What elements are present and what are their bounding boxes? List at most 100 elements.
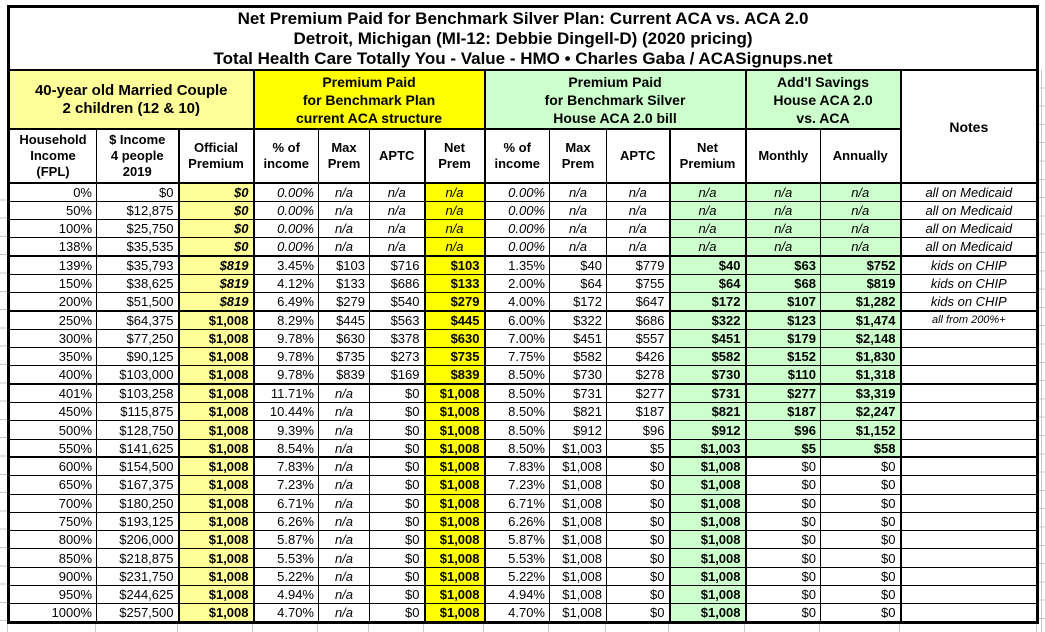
cell-annually[interactable]: $0 (820, 456, 901, 477)
cell-aca-aptc[interactable]: $0 (369, 475, 425, 495)
cell-aca-pct[interactable]: 4.70% (252, 603, 319, 623)
cell-aca2-max[interactable]: n/a (549, 237, 607, 258)
cell-notes[interactable] (899, 456, 1039, 477)
cell-aca2-aptc[interactable]: n/a (606, 200, 670, 221)
cell-fpl[interactable]: 800% (8, 530, 97, 550)
cell-income[interactable]: $141,625 (96, 438, 179, 459)
cell-aca-aptc[interactable]: $0 (369, 456, 425, 477)
cell-aca2-aptc[interactable]: $0 (606, 493, 670, 513)
col-header-aca2-net-premium[interactable]: Net Premium (668, 128, 746, 184)
cell-aca-aptc[interactable]: $0 (369, 548, 425, 568)
cell-aca-pct[interactable]: 4.12% (252, 273, 319, 294)
cell-aca-max[interactable]: n/a (318, 530, 370, 550)
cell-monthly[interactable]: n/a (744, 200, 821, 221)
cell-annually[interactable]: $2,148 (820, 328, 901, 349)
cell-aca-max[interactable]: n/a (318, 475, 370, 495)
cell-aca2-max[interactable]: $1,008 (549, 511, 607, 532)
cell-aca-aptc[interactable]: $273 (369, 347, 425, 367)
cell-fpl[interactable]: 150% (8, 273, 97, 294)
cell-monthly[interactable]: $0 (744, 585, 821, 605)
cell-aca-max[interactable]: n/a (318, 456, 370, 477)
cell-monthly[interactable]: $68 (744, 273, 821, 294)
cell-aca-aptc[interactable]: n/a (369, 219, 425, 239)
cell-aca2-net[interactable]: $1,008 (668, 530, 746, 550)
cell-aca2-max[interactable]: $1,008 (549, 456, 607, 477)
cell-official[interactable]: $0 (177, 182, 254, 202)
cell-income[interactable]: $38,625 (96, 273, 179, 294)
group-header-household[interactable]: 40-year old Married Couple 2 children (1… (8, 69, 254, 130)
cell-fpl[interactable]: 650% (8, 475, 97, 495)
cell-aca-net[interactable]: $1,008 (423, 383, 485, 404)
cell-notes[interactable] (899, 365, 1039, 386)
cell-monthly[interactable]: $0 (744, 511, 821, 532)
cell-official[interactable]: $1,008 (177, 585, 254, 605)
cell-aca2-pct[interactable]: 5.53% (483, 548, 550, 568)
cell-notes[interactable]: all on Medicaid (899, 237, 1039, 258)
cell-notes[interactable] (899, 420, 1039, 440)
cell-aca-aptc[interactable]: $563 (369, 310, 425, 330)
cell-notes[interactable]: all from 200%+ (899, 310, 1039, 330)
cell-aca-net[interactable]: $1,008 (423, 548, 485, 568)
cell-notes[interactable] (899, 548, 1039, 568)
cell-monthly[interactable]: $63 (744, 255, 821, 275)
cell-aca-net[interactable]: $1,008 (423, 438, 485, 459)
cell-notes[interactable] (899, 603, 1039, 623)
cell-income[interactable]: $90,125 (96, 347, 179, 367)
col-header-income[interactable]: $ Income 4 people 2019 (96, 128, 179, 184)
cell-aca-pct[interactable]: 7.23% (252, 475, 319, 495)
cell-fpl[interactable]: 100% (8, 219, 97, 239)
cell-aca2-net[interactable]: $451 (668, 328, 746, 349)
cell-aca-net[interactable]: $103 (423, 255, 485, 275)
cell-aca2-pct[interactable]: 8.50% (483, 365, 550, 386)
cell-aca2-aptc[interactable]: $557 (606, 328, 670, 349)
cell-fpl[interactable]: 401% (8, 383, 97, 404)
cell-fpl[interactable]: 50% (8, 200, 97, 221)
cell-monthly[interactable]: $152 (744, 347, 821, 367)
cell-aca2-pct[interactable]: 5.22% (483, 566, 550, 587)
cell-fpl[interactable]: 750% (8, 511, 97, 532)
cell-aca-pct[interactable]: 0.00% (252, 219, 319, 239)
cell-aca2-pct[interactable]: 6.00% (483, 310, 550, 330)
cell-aca-aptc[interactable]: $686 (369, 273, 425, 294)
cell-monthly[interactable]: $179 (744, 328, 821, 349)
cell-aca2-aptc[interactable]: $0 (606, 603, 670, 623)
cell-aca-aptc[interactable]: $0 (369, 383, 425, 404)
cell-aca-aptc[interactable]: n/a (369, 182, 425, 202)
cell-fpl[interactable]: 950% (8, 585, 97, 605)
cell-income[interactable]: $257,500 (96, 603, 179, 623)
cell-monthly[interactable]: $0 (744, 548, 821, 568)
cell-aca2-net[interactable]: n/a (668, 237, 746, 258)
cell-aca2-pct[interactable]: 8.50% (483, 438, 550, 459)
cell-aca2-aptc[interactable]: $0 (606, 475, 670, 495)
cell-aca-max[interactable]: $445 (318, 310, 370, 330)
cell-fpl[interactable]: 200% (8, 292, 97, 313)
cell-aca-pct[interactable]: 8.29% (252, 310, 319, 330)
cell-aca2-net[interactable]: $582 (668, 347, 746, 367)
cell-aca2-pct[interactable]: 4.94% (483, 585, 550, 605)
cell-aca2-pct[interactable]: 7.75% (483, 347, 550, 367)
cell-aca-aptc[interactable]: $0 (369, 438, 425, 459)
cell-income[interactable]: $154,500 (96, 456, 179, 477)
col-header-official-premium[interactable]: Official Premium (177, 128, 254, 184)
cell-annually[interactable]: $3,319 (820, 383, 901, 404)
cell-aca2-net[interactable]: $912 (668, 420, 746, 440)
cell-monthly[interactable]: $277 (744, 383, 821, 404)
col-header-aca-max-prem[interactable]: Max Prem (318, 128, 370, 184)
cell-income[interactable]: $35,793 (96, 255, 179, 275)
cell-fpl[interactable]: 139% (8, 255, 97, 275)
cell-official[interactable]: $0 (177, 219, 254, 239)
cell-fpl[interactable]: 400% (8, 365, 97, 386)
cell-aca2-net[interactable]: $64 (668, 273, 746, 294)
cell-aca2-net[interactable]: n/a (668, 182, 746, 202)
cell-monthly[interactable]: $5 (744, 438, 821, 459)
cell-aca2-net[interactable]: $172 (668, 292, 746, 313)
cell-income[interactable]: $25,750 (96, 219, 179, 239)
cell-income[interactable]: $128,750 (96, 420, 179, 440)
cell-aca-pct[interactable]: 5.87% (252, 530, 319, 550)
cell-notes[interactable]: all on Medicaid (899, 200, 1039, 221)
cell-annually[interactable]: $0 (820, 603, 901, 623)
cell-aca-pct[interactable]: 9.78% (252, 347, 319, 367)
group-header-current-aca[interactable]: Premium Paid for Benchmark Plan current … (252, 69, 485, 130)
cell-aca-max[interactable]: n/a (318, 219, 370, 239)
cell-aca2-net[interactable]: n/a (668, 219, 746, 239)
